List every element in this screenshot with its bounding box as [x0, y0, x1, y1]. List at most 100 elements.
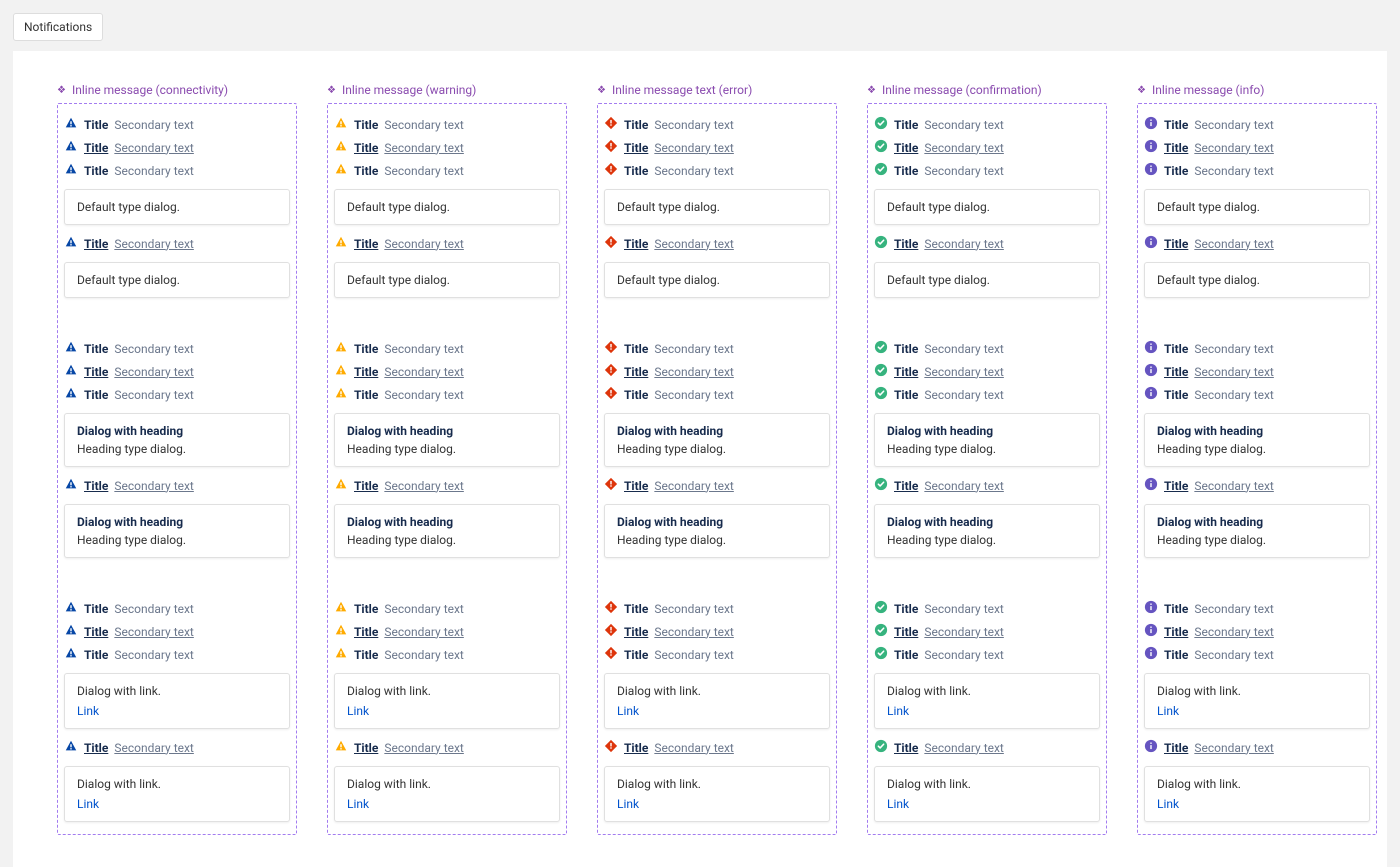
message-title[interactable]: Title — [354, 237, 378, 251]
dialog-body: Heading type dialog. — [887, 442, 1087, 456]
message-secondary[interactable]: Secondary text — [114, 741, 194, 755]
message-secondary[interactable]: Secondary text — [114, 237, 194, 251]
message-secondary[interactable]: Secondary text — [654, 237, 734, 251]
message-secondary[interactable]: Secondary text — [384, 141, 464, 155]
tab-notifications[interactable]: Notifications — [13, 13, 103, 41]
message-title[interactable]: Title — [894, 237, 918, 251]
dialog-link-action[interactable]: Link — [77, 704, 277, 718]
message-secondary[interactable]: Secondary text — [114, 365, 194, 379]
dialog-link-action[interactable]: Link — [887, 797, 1087, 811]
message-secondary[interactable]: Secondary text — [384, 237, 464, 251]
column-title: Inline message text (error) — [612, 83, 752, 97]
message-secondary[interactable]: Secondary text — [924, 625, 1004, 639]
message-secondary[interactable]: Secondary text — [924, 237, 1004, 251]
dialog-body: Dialog with link. — [347, 777, 547, 791]
message-secondary[interactable]: Secondary text — [924, 365, 1004, 379]
message-title[interactable]: Title — [354, 479, 378, 493]
column-title: Inline message (warning) — [342, 83, 476, 97]
message-secondary[interactable]: Secondary text — [1194, 365, 1274, 379]
dialog-link-action[interactable]: Link — [887, 704, 1087, 718]
message-secondary: Secondary text — [1194, 648, 1274, 662]
column-frame: Title Secondary text Title Secondary text Ti… — [597, 103, 837, 835]
dialog-link-action[interactable]: Link — [617, 797, 817, 811]
message-title[interactable]: Title — [624, 365, 648, 379]
inline-message: TitleSecondary text — [334, 386, 560, 403]
message-secondary[interactable]: Secondary text — [114, 625, 194, 639]
message-secondary: Secondary text — [384, 602, 464, 616]
message-secondary[interactable]: Secondary text — [924, 479, 1004, 493]
message-title[interactable]: Title — [1164, 237, 1188, 251]
dialog-link-action[interactable]: Link — [1157, 704, 1357, 718]
message-secondary[interactable]: Secondary text — [654, 479, 734, 493]
message-secondary[interactable]: Secondary text — [924, 141, 1004, 155]
message-title: Title — [1164, 388, 1188, 402]
message-title[interactable]: Title — [624, 237, 648, 251]
info-icon — [1144, 162, 1158, 179]
warning-icon — [334, 340, 348, 357]
dialog-body: Heading type dialog. — [1157, 442, 1357, 456]
dialog-body: Dialog with link. — [1157, 684, 1357, 698]
dialog-link: Dialog with link.Link — [874, 766, 1100, 822]
message-secondary[interactable]: Secondary text — [384, 741, 464, 755]
message-secondary[interactable]: Secondary text — [1194, 625, 1274, 639]
message-title[interactable]: Title — [894, 741, 918, 755]
dialog-link-action[interactable]: Link — [347, 797, 547, 811]
error-icon — [604, 646, 618, 663]
component-icon: ❖ — [57, 85, 66, 96]
message-title[interactable]: Title — [894, 141, 918, 155]
message-secondary[interactable]: Secondary text — [1194, 141, 1274, 155]
message-title[interactable]: Title — [84, 625, 108, 639]
message-title: Title — [354, 118, 378, 132]
message-secondary[interactable]: Secondary text — [924, 741, 1004, 755]
message-title[interactable]: Title — [84, 741, 108, 755]
dialog-link-action[interactable]: Link — [77, 797, 277, 811]
inline-message: TitleSecondary text — [64, 116, 290, 133]
message-title[interactable]: Title — [354, 365, 378, 379]
dialog-link-action[interactable]: Link — [347, 704, 547, 718]
message-secondary[interactable]: Secondary text — [654, 141, 734, 155]
message-title[interactable]: Title — [624, 479, 648, 493]
inline-message: Title Secondary text — [874, 477, 1100, 494]
message-title[interactable]: Title — [84, 141, 108, 155]
message-title[interactable]: Title — [894, 625, 918, 639]
message-secondary[interactable]: Secondary text — [114, 479, 194, 493]
message-title[interactable]: Title — [1164, 365, 1188, 379]
message-secondary[interactable]: Secondary text — [654, 365, 734, 379]
dialog-link-action[interactable]: Link — [617, 704, 817, 718]
message-title[interactable]: Title — [84, 479, 108, 493]
message-secondary[interactable]: Secondary text — [1194, 237, 1274, 251]
message-title[interactable]: Title — [84, 237, 108, 251]
message-title[interactable]: Title — [354, 141, 378, 155]
message-title[interactable]: Title — [354, 625, 378, 639]
message-title[interactable]: Title — [84, 365, 108, 379]
dialog-link-action[interactable]: Link — [1157, 797, 1357, 811]
message-title[interactable]: Title — [1164, 625, 1188, 639]
confirmation-icon — [874, 162, 888, 179]
message-title[interactable]: Title — [894, 365, 918, 379]
message-secondary[interactable]: Secondary text — [384, 479, 464, 493]
message-secondary[interactable]: Secondary text — [384, 365, 464, 379]
message-title[interactable]: Title — [624, 625, 648, 639]
inline-message: TitleSecondary text — [874, 646, 1100, 663]
message-secondary: Secondary text — [654, 388, 734, 402]
message-secondary[interactable]: Secondary text — [654, 741, 734, 755]
message-secondary[interactable]: Secondary text — [1194, 479, 1274, 493]
message-title[interactable]: Title — [1164, 741, 1188, 755]
dialog-body: Dialog with link. — [887, 684, 1087, 698]
confirmation-icon — [874, 363, 888, 380]
message-title[interactable]: Title — [1164, 479, 1188, 493]
message-title[interactable]: Title — [894, 479, 918, 493]
connectivity-icon — [64, 623, 78, 640]
message-title[interactable]: Title — [624, 741, 648, 755]
message-secondary[interactable]: Secondary text — [384, 625, 464, 639]
message-secondary[interactable]: Secondary text — [1194, 741, 1274, 755]
message-secondary[interactable]: Secondary text — [654, 625, 734, 639]
message-title[interactable]: Title — [354, 741, 378, 755]
message-title[interactable]: Title — [624, 141, 648, 155]
message-title[interactable]: Title — [1164, 141, 1188, 155]
message-secondary[interactable]: Secondary text — [114, 141, 194, 155]
error-icon — [604, 363, 618, 380]
error-icon — [604, 386, 618, 403]
inline-message: TitleSecondary text — [1144, 340, 1370, 357]
column-header: ❖Inline message text (error) — [597, 83, 837, 97]
